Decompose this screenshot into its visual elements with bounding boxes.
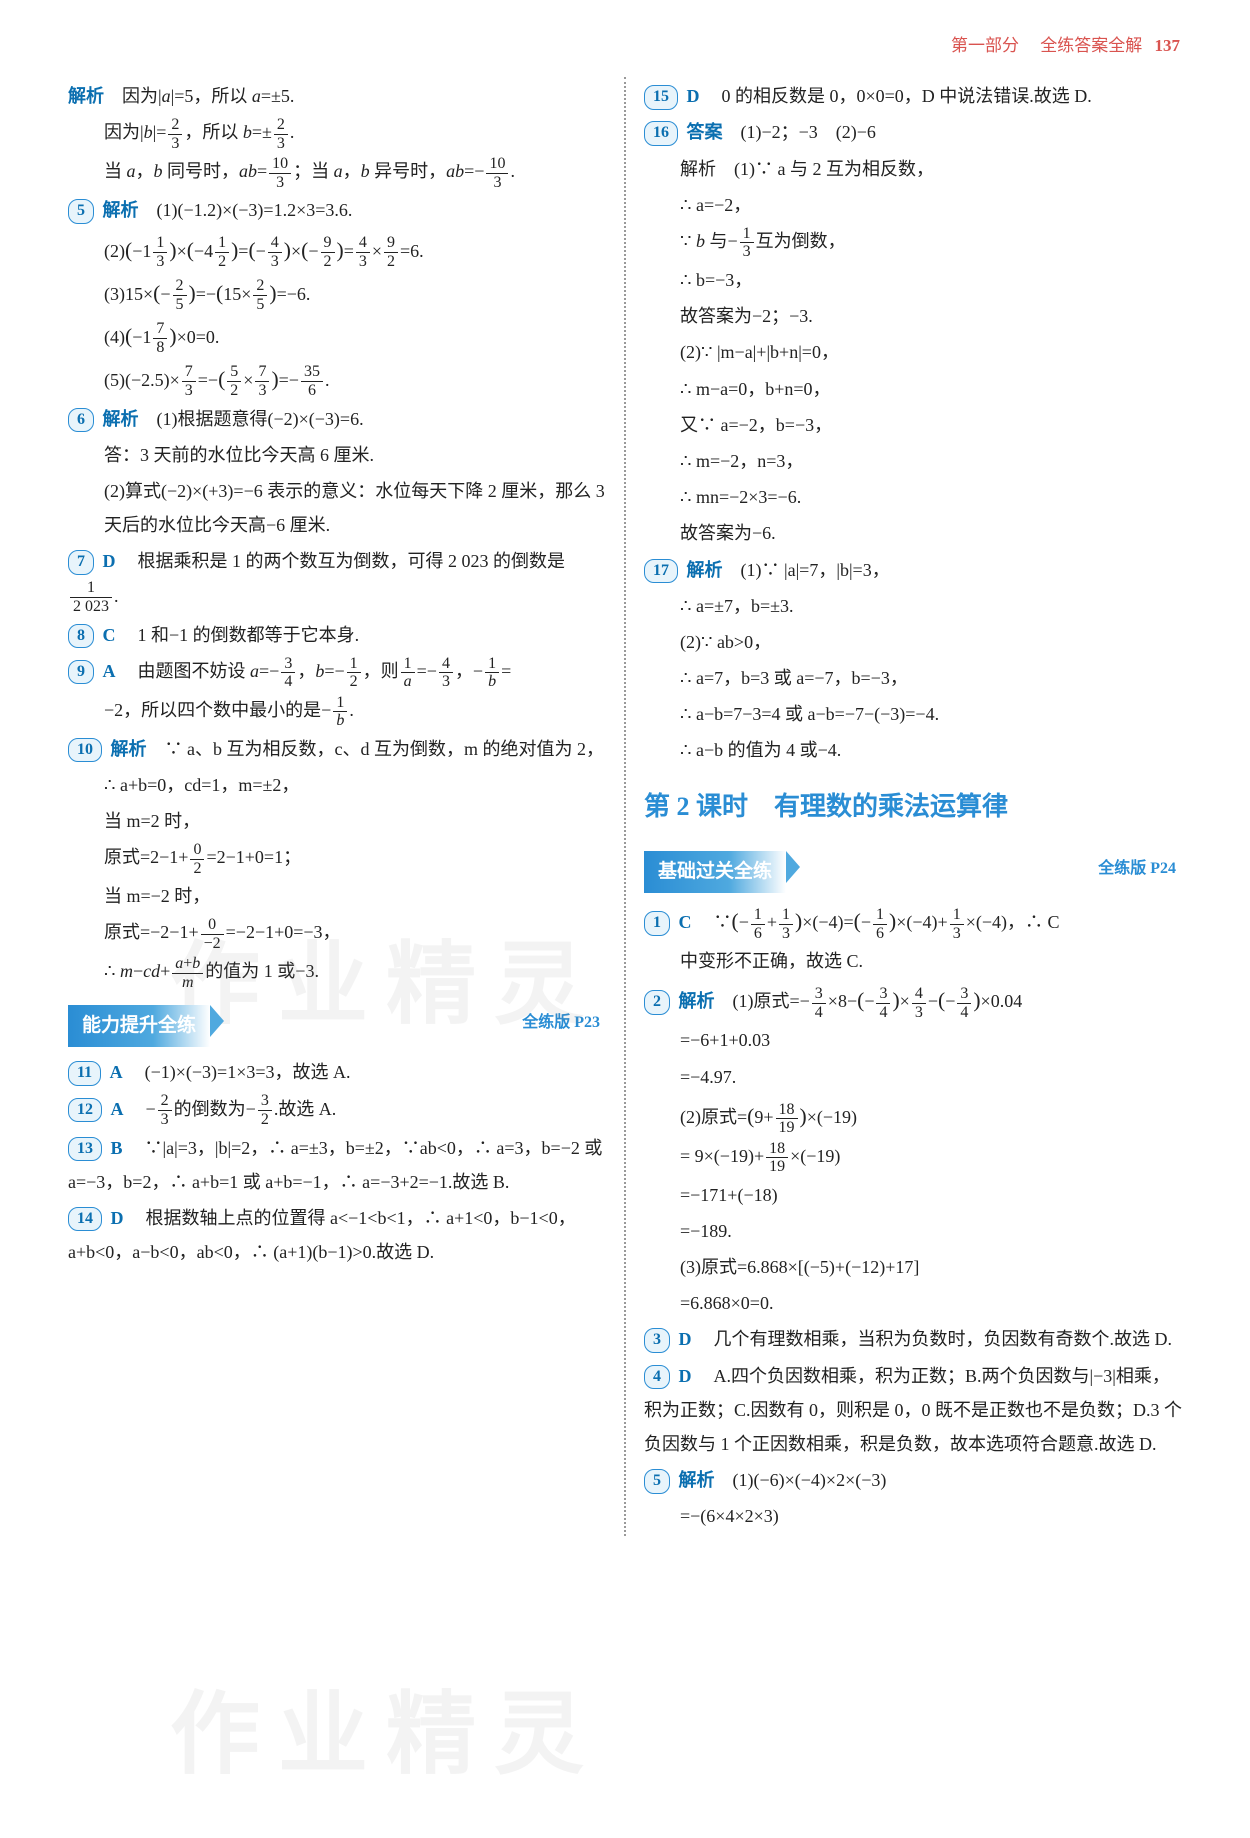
q10-line: ∴ m−cd+a+bm的值为 1 或−3. xyxy=(68,954,606,991)
q6-line: (2)算式(−2)×(+3)=−6 表示的意义：水位每天下降 2 厘米，那么 3… xyxy=(68,474,606,542)
q9: 9 A 由题图不妨设 a=−34，b=−12，则1a=−43，−1b= xyxy=(68,654,606,691)
q10-line: 原式=−2−1+0−2=−2−1+0=−3， xyxy=(68,915,606,952)
q11: 11 A (−1)×(−3)=1×3=3，故选 A. xyxy=(68,1055,606,1089)
item-badge: 5 xyxy=(68,199,94,223)
q5-line: (4)(−178)×0=0. xyxy=(68,316,606,357)
q6: 6 解析 (1)根据题意得(−2)×(−3)=6. xyxy=(68,402,606,436)
item-badge: 5 xyxy=(644,1469,670,1493)
q12: 12 A −23的倒数为−32.故选 A. xyxy=(68,1092,606,1129)
item-badge: 4 xyxy=(644,1365,670,1389)
item-badge: 6 xyxy=(68,408,94,432)
item-badge: 16 xyxy=(644,121,678,145)
q10-line: ∴ a+b=0，cd=1，m=±2， xyxy=(68,768,606,802)
left-column: 解析 因为|a|=5，所以 a=±5. 因为|b|=23，所以 b=±23. 当… xyxy=(50,77,626,1535)
r2-line: = 9×(−19)+1819×(−19) xyxy=(644,1139,1182,1176)
q8: 8 C 1 和−1 的倒数都等于它本身. xyxy=(68,618,606,652)
r1-line: 中变形不正确，故选 C. xyxy=(644,944,1182,978)
r2: 2 解析 (1)原式=−34×8−(−34)×43−(−34)×0.04 xyxy=(644,980,1182,1021)
q16-line: (2)∵ |m−a|+|b+n|=0， xyxy=(644,335,1182,369)
q16-line: 故答案为−6. xyxy=(644,516,1182,550)
q15: 15 D 0 的相反数是 0，0×0=0，D 中说法错误.故选 D. xyxy=(644,79,1182,113)
pre-line: 当 a，b 同号时，ab=103；当 a，b 异号时，ab=−103. xyxy=(68,154,606,191)
r2-line: =6.868×0=0. xyxy=(644,1286,1182,1320)
r2-line: =−189. xyxy=(644,1214,1182,1248)
q10-line: 原式=2−1+02=2−1+0=1； xyxy=(68,840,606,877)
q16-line: ∴ m−a=0，b+n=0， xyxy=(644,372,1182,406)
watermark-text: 作业精灵 xyxy=(170,1650,602,1821)
section-banner: 基础过关全练 xyxy=(644,851,786,893)
item-badge: 7 xyxy=(68,550,94,574)
lesson-title: 第 2 课时 有理数的乘法运算律 xyxy=(644,782,1182,831)
q17-line: ∴ a=±7，b=±3. xyxy=(644,589,1182,623)
r4: 4 D A.四个负因数相乘，积为正数；B.两个负因数与|−3|相乘，积为正数；C… xyxy=(644,1359,1182,1462)
item-badge: 9 xyxy=(68,660,94,684)
q16-line: ∴ mn=−2×3=−6. xyxy=(644,480,1182,514)
page-header: 第一部分 全练答案全解 137 xyxy=(50,30,1200,62)
q17: 17 解析 (1)∵ |a|=7，|b|=3， xyxy=(644,553,1182,587)
q16-line: ∴ a=−2， xyxy=(644,188,1182,222)
q10-line: 当 m=−2 时， xyxy=(68,879,606,913)
q14: 14 D 根据数轴上点的位置得 a<−1<b<1，∴ a+1<0，b−1<0，a… xyxy=(68,1201,606,1269)
item-badge: 15 xyxy=(644,85,678,109)
q17-line: ∴ a−b=7−3=4 或 a−b=−7−(−3)=−4. xyxy=(644,697,1182,731)
r2-line: (2)原式=(9+1819)×(−19) xyxy=(644,1096,1182,1137)
q17-line: (2)∵ ab>0， xyxy=(644,625,1182,659)
q6-line: 答：3 天前的水位比今天高 6 厘米. xyxy=(68,438,606,472)
q16-line: ∴ b=−3， xyxy=(644,263,1182,297)
r2-line: =−4.97. xyxy=(644,1060,1182,1094)
q10-line: 当 m=2 时， xyxy=(68,804,606,838)
item-badge: 11 xyxy=(68,1061,101,1085)
q17-line: ∴ a−b 的值为 4 或−4. xyxy=(644,733,1182,767)
item-badge: 13 xyxy=(68,1137,102,1161)
r5: 5 解析 (1)(−6)×(−4)×2×(−3) xyxy=(644,1463,1182,1497)
r2-line: =−171+(−18) xyxy=(644,1178,1182,1212)
item-badge: 2 xyxy=(644,990,670,1014)
r2-line: (3)原式=6.868×[(−5)+(−12)+17] xyxy=(644,1250,1182,1284)
item-badge: 8 xyxy=(68,624,94,648)
q5: 5 解析 (1)(−1.2)×(−3)=1.2×3=3.6. xyxy=(68,193,606,227)
q7: 7 D 根据乘积是 1 的两个数互为倒数，可得 2 023 的倒数是12 023… xyxy=(68,544,606,615)
right-column: 15 D 0 的相反数是 0，0×0=0，D 中说法错误.故选 D. 16 答案… xyxy=(626,77,1200,1535)
section-banner: 能力提升全练 xyxy=(68,1005,210,1047)
header-section: 第一部分 xyxy=(951,36,1019,55)
q16-line: ∴ m=−2，n=3， xyxy=(644,444,1182,478)
q16-line: 故答案为−2；−3. xyxy=(644,299,1182,333)
r3: 3 D 几个有理数相乘，当积为负数时，负因数有奇数个.故选 D. xyxy=(644,1322,1182,1356)
item-badge: 1 xyxy=(644,911,670,935)
q17-line: ∴ a=7，b=3 或 a=−7，b=−3， xyxy=(644,661,1182,695)
pre-line: 因为|b|=23，所以 b=±23. xyxy=(68,115,606,152)
q9-line: −2，所以四个数中最小的是−1b. xyxy=(68,693,606,730)
page-ref: 全练版 P24 xyxy=(1098,854,1176,884)
item-badge: 3 xyxy=(644,1328,670,1352)
page-number: 137 xyxy=(1155,36,1181,55)
r2-line: =−6+1+0.03 xyxy=(644,1023,1182,1057)
q5-line: (3)15×(−25)=−(15×25)=−6. xyxy=(68,273,606,314)
q10: 10 解析 ∵ a、b 互为相反数，c、d 互为倒数，m 的绝对值为 2， xyxy=(68,732,606,766)
pre-line: 解析 因为|a|=5，所以 a=±5. xyxy=(68,79,606,113)
item-badge: 17 xyxy=(644,559,678,583)
r5-line: =−(6×4×2×3) xyxy=(644,1499,1182,1533)
q5-line: (5)(−2.5)×73=−(52×73)=−356. xyxy=(68,359,606,400)
header-title: 全练答案全解 xyxy=(1040,36,1142,55)
q16-line: 又∵ a=−2，b=−3， xyxy=(644,408,1182,442)
r1: 1 C ∵(−16+13)×(−4)=(−16)×(−4)+13×(−4)，∴ … xyxy=(644,901,1182,942)
item-badge: 12 xyxy=(68,1098,102,1122)
q5-line: (2)(−113)×(−412)=(−43)×(−92)=43×92=6. xyxy=(68,230,606,271)
q16: 16 答案 (1)−2；−3 (2)−6 xyxy=(644,115,1182,149)
q16-line: ∵ b 与−13互为倒数， xyxy=(644,224,1182,261)
item-badge: 10 xyxy=(68,738,102,762)
q16-line: 解析 (1)∵ a 与 2 互为相反数， xyxy=(644,152,1182,186)
page-ref: 全练版 P23 xyxy=(522,1008,600,1038)
q13: 13 B ∵|a|=3，|b|=2，∴ a=±3，b=±2，∵ab<0，∴ a=… xyxy=(68,1131,606,1199)
item-badge: 14 xyxy=(68,1207,102,1231)
